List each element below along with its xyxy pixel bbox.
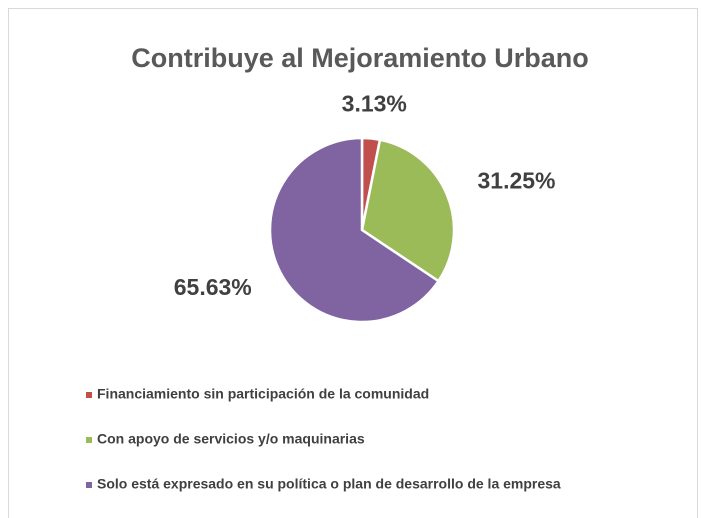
legend-swatch <box>86 392 92 398</box>
data-label: 3.13% <box>342 91 407 117</box>
data-label: 65.63% <box>174 274 252 300</box>
legend-label: Solo está expresado en su política o pla… <box>97 476 561 492</box>
pie-slice <box>268 136 441 324</box>
legend-label: Financiamiento sin participación de la c… <box>97 386 429 402</box>
legend-swatch <box>86 437 92 443</box>
chart-title: Contribuye al Mejoramiento Urbano <box>131 43 589 73</box>
data-label: 31.25% <box>477 167 555 193</box>
legend-label: Con apoyo de servicios y/o maquinarias <box>97 431 365 447</box>
legend-swatch <box>86 482 92 488</box>
pie-slice <box>360 138 456 283</box>
